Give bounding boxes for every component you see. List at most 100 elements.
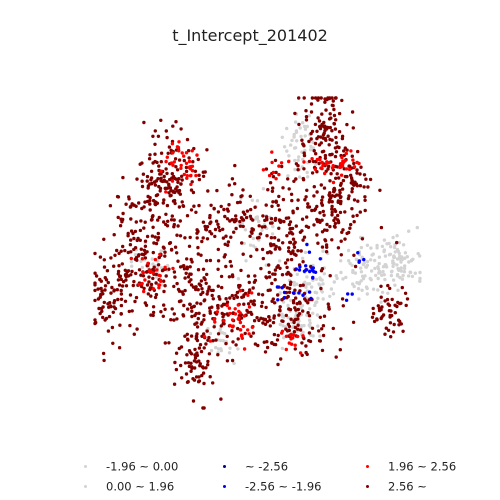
data-point bbox=[170, 179, 175, 183]
data-point bbox=[294, 177, 298, 181]
data-point bbox=[279, 219, 283, 223]
data-point bbox=[142, 205, 146, 209]
data-point bbox=[195, 153, 199, 157]
data-point bbox=[140, 265, 144, 270]
data-point bbox=[99, 306, 104, 311]
data-point bbox=[119, 249, 123, 253]
data-point bbox=[302, 124, 307, 129]
data-point bbox=[94, 274, 99, 278]
data-point bbox=[138, 228, 143, 233]
data-point bbox=[359, 270, 364, 274]
data-point bbox=[174, 165, 178, 169]
data-point bbox=[151, 310, 156, 315]
data-point bbox=[188, 265, 192, 269]
data-point bbox=[194, 334, 199, 338]
data-point bbox=[104, 316, 109, 321]
data-point bbox=[378, 271, 382, 275]
data-point bbox=[101, 351, 106, 356]
data-point bbox=[295, 139, 299, 143]
data-point bbox=[311, 311, 315, 315]
data-point bbox=[129, 238, 133, 242]
data-point bbox=[257, 224, 261, 228]
data-point bbox=[149, 282, 154, 287]
data-point bbox=[124, 202, 128, 206]
data-point bbox=[126, 231, 130, 236]
data-point bbox=[216, 210, 221, 214]
data-point bbox=[341, 277, 345, 281]
data-point bbox=[319, 135, 323, 139]
data-point bbox=[163, 254, 167, 258]
data-point bbox=[192, 304, 196, 308]
data-point bbox=[169, 318, 173, 322]
data-point bbox=[280, 164, 284, 169]
data-point bbox=[243, 331, 247, 336]
data-point bbox=[341, 228, 345, 232]
data-point bbox=[405, 297, 410, 301]
data-point bbox=[378, 188, 382, 192]
data-point bbox=[113, 253, 117, 257]
data-point bbox=[136, 254, 141, 258]
data-point bbox=[178, 265, 183, 269]
data-point bbox=[238, 289, 243, 293]
data-point bbox=[304, 285, 308, 289]
data-point bbox=[288, 333, 293, 337]
data-point bbox=[216, 353, 220, 357]
data-point bbox=[250, 325, 255, 329]
data-point bbox=[301, 121, 305, 125]
data-point bbox=[118, 274, 122, 279]
data-point bbox=[281, 319, 285, 323]
data-point bbox=[166, 151, 170, 155]
data-point bbox=[176, 224, 180, 228]
data-point bbox=[298, 175, 302, 179]
data-point bbox=[188, 302, 192, 306]
data-point bbox=[142, 226, 146, 230]
legend-swatch bbox=[84, 485, 87, 488]
data-point bbox=[230, 325, 235, 329]
data-point bbox=[163, 307, 167, 311]
data-point bbox=[223, 331, 227, 336]
data-point bbox=[346, 248, 351, 253]
data-point bbox=[187, 349, 192, 353]
data-point bbox=[116, 272, 121, 276]
data-point bbox=[407, 229, 411, 233]
data-point bbox=[291, 291, 296, 295]
data-point bbox=[272, 316, 276, 320]
data-point bbox=[312, 208, 317, 212]
data-point bbox=[276, 293, 280, 297]
data-point bbox=[282, 219, 286, 224]
data-point bbox=[286, 315, 290, 320]
data-point bbox=[232, 361, 236, 366]
data-point bbox=[112, 264, 116, 268]
data-point bbox=[321, 333, 326, 338]
data-point bbox=[190, 149, 194, 153]
data-point bbox=[209, 203, 213, 207]
data-point bbox=[117, 264, 121, 268]
data-point bbox=[336, 246, 341, 250]
data-point bbox=[221, 315, 225, 319]
data-point bbox=[149, 294, 153, 298]
data-point bbox=[234, 214, 238, 218]
data-point bbox=[230, 193, 234, 197]
data-point bbox=[110, 325, 115, 330]
data-point bbox=[158, 274, 162, 278]
data-point bbox=[189, 182, 193, 187]
data-point bbox=[133, 253, 138, 257]
data-point bbox=[145, 179, 149, 183]
data-point bbox=[355, 160, 359, 165]
data-point bbox=[230, 218, 234, 222]
data-point bbox=[184, 372, 189, 376]
data-point bbox=[151, 262, 155, 266]
data-point bbox=[320, 112, 324, 116]
data-point bbox=[363, 274, 367, 278]
data-point bbox=[151, 214, 155, 218]
data-point bbox=[174, 367, 179, 372]
data-point bbox=[159, 160, 163, 164]
data-point bbox=[302, 96, 306, 100]
data-point bbox=[157, 283, 162, 287]
legend-swatch bbox=[366, 485, 369, 488]
data-point bbox=[329, 172, 333, 176]
data-point bbox=[260, 228, 264, 232]
data-point bbox=[402, 270, 407, 274]
data-point bbox=[408, 270, 413, 275]
